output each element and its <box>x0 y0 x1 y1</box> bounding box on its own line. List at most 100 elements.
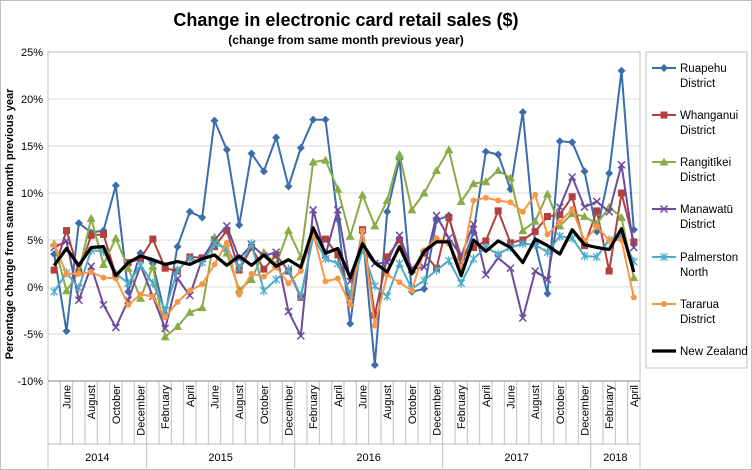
data-point <box>346 319 355 328</box>
data-point <box>568 193 576 201</box>
data-point <box>408 287 415 294</box>
legend-item: Ruapehu District <box>652 63 727 90</box>
data-point <box>148 261 158 270</box>
x-tick-label: February <box>160 385 172 430</box>
data-point <box>50 266 58 274</box>
data-point <box>260 273 267 280</box>
data-point <box>284 264 293 274</box>
data-point <box>86 213 96 222</box>
data-point <box>186 287 193 294</box>
data-point <box>62 236 71 245</box>
series-new-zealand <box>52 226 636 280</box>
data-point <box>149 293 156 300</box>
data-point <box>629 273 639 282</box>
data-point <box>605 267 613 275</box>
data-point <box>197 303 207 312</box>
x-tick-label: February <box>456 385 468 430</box>
data-point <box>470 244 477 252</box>
x-tick-label: August <box>86 385 98 419</box>
data-point <box>420 263 429 272</box>
data-point <box>100 230 107 238</box>
data-point <box>162 314 169 321</box>
data-point <box>605 207 614 216</box>
x-tick-label: October <box>407 385 419 424</box>
data-point <box>629 243 638 252</box>
y-tick-label: 15% <box>21 141 43 153</box>
x-tick-label: October <box>555 385 567 424</box>
series-line <box>52 226 636 280</box>
data-point <box>185 307 195 316</box>
x-tick-label: October <box>259 385 271 424</box>
data-point <box>111 233 121 242</box>
data-point <box>321 115 330 124</box>
data-point <box>51 241 58 248</box>
y-tick-label: 5% <box>27 235 43 247</box>
data-point <box>444 145 454 154</box>
data-point <box>543 275 552 284</box>
x-tick-label: February <box>308 385 320 430</box>
year-label: 2016 <box>356 452 380 464</box>
data-point <box>493 165 503 174</box>
data-point <box>99 300 108 309</box>
data-point <box>444 256 453 266</box>
data-point <box>285 280 292 287</box>
x-tick-label: December <box>284 385 296 436</box>
data-point <box>185 207 194 216</box>
data-point <box>420 275 429 285</box>
data-point <box>518 226 528 235</box>
data-point <box>661 301 667 307</box>
data-point <box>544 231 551 238</box>
x-tick-label: April <box>333 385 345 407</box>
data-point <box>432 211 441 220</box>
data-point <box>259 167 268 176</box>
data-point <box>260 265 268 273</box>
data-point <box>223 239 230 246</box>
x-tick-label: June <box>358 385 370 409</box>
data-point <box>371 322 378 329</box>
data-point <box>507 199 514 206</box>
legend-label: Palmerston North <box>680 252 738 279</box>
data-point <box>555 137 564 146</box>
data-point <box>531 266 540 276</box>
data-point <box>235 220 244 229</box>
data-point <box>248 270 255 277</box>
y-tick-label: -10% <box>17 376 43 388</box>
data-point <box>297 268 304 275</box>
data-point <box>63 227 70 235</box>
data-point <box>111 323 120 332</box>
data-point <box>555 221 565 230</box>
data-point <box>660 64 668 72</box>
data-point <box>494 150 503 159</box>
data-point <box>384 271 391 278</box>
data-point <box>605 169 614 178</box>
data-point <box>593 207 601 215</box>
legend-label: Whanganui District <box>680 110 738 137</box>
data-point <box>210 239 219 249</box>
data-point <box>322 278 329 285</box>
data-point <box>347 301 354 308</box>
x-axis: June August October December February April Ju… <box>47 380 641 468</box>
data-point <box>222 145 231 154</box>
data-point <box>125 301 132 308</box>
data-point <box>259 286 268 296</box>
data-point <box>198 213 207 222</box>
data-point <box>161 324 170 333</box>
legend-item: Rangitīkei District <box>652 157 731 184</box>
data-point <box>63 270 70 277</box>
x-tick-label: August <box>530 385 542 419</box>
data-point <box>124 278 133 288</box>
x-tick-label: December <box>580 385 592 436</box>
data-point <box>309 205 318 214</box>
data-point <box>333 184 343 193</box>
data-point <box>161 264 169 272</box>
data-point <box>407 205 417 214</box>
y-tick-label: 25% <box>21 47 43 59</box>
data-point <box>382 196 392 205</box>
legend-item: Palmerston North <box>652 252 738 279</box>
data-point <box>592 252 601 262</box>
x-tick-label: December <box>432 385 444 436</box>
data-point <box>518 239 527 249</box>
data-point <box>272 274 281 284</box>
